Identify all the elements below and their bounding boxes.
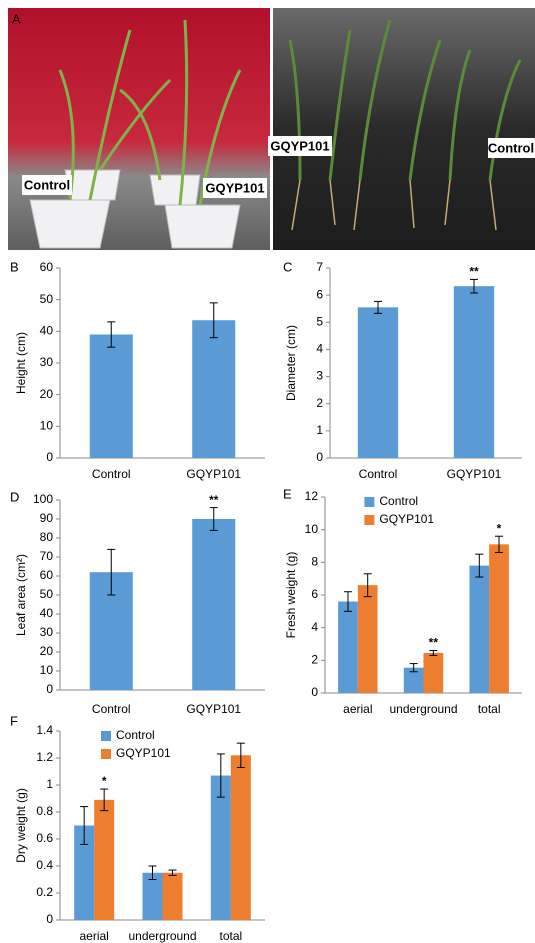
y-tick-label: 90 bbox=[40, 511, 54, 525]
y-axis-label: Diameter (cm) bbox=[284, 325, 298, 401]
y-tick-label: 2 bbox=[311, 653, 318, 667]
photo-right bbox=[273, 8, 535, 250]
significance: ** bbox=[469, 265, 479, 279]
y-tick-label: 8 bbox=[311, 555, 318, 569]
legend-swatch bbox=[364, 497, 374, 507]
y-axis-label: Dry weight (g) bbox=[14, 788, 28, 863]
panel-letter: F bbox=[10, 713, 18, 728]
bar bbox=[469, 566, 489, 693]
y-tick-label: 1 bbox=[316, 423, 323, 437]
legend-label: Control bbox=[116, 728, 155, 742]
panel-letter: E bbox=[283, 486, 292, 501]
y-tick-label: 0.8 bbox=[36, 804, 53, 818]
y-tick-label: 12 bbox=[305, 489, 319, 503]
y-tick-label: 0 bbox=[46, 912, 53, 926]
y-tick-label: 0.6 bbox=[36, 831, 53, 845]
y-tick-label: 6 bbox=[311, 587, 318, 601]
bar bbox=[231, 755, 251, 920]
panel-letter: C bbox=[283, 259, 292, 274]
x-tick-label: total bbox=[478, 702, 501, 716]
significance: ** bbox=[429, 636, 439, 650]
legend-label: Control bbox=[379, 494, 418, 508]
x-tick-label: GQYP101 bbox=[447, 467, 502, 481]
photo-label: Control bbox=[488, 140, 534, 155]
legend-label: GQYP101 bbox=[379, 512, 434, 526]
y-tick-label: 0.2 bbox=[36, 885, 53, 899]
y-tick-label: 0 bbox=[46, 450, 53, 464]
legend-swatch bbox=[101, 749, 111, 759]
photo-left bbox=[8, 8, 270, 250]
y-tick-label: 30 bbox=[40, 355, 54, 369]
x-tick-label: Control bbox=[359, 467, 398, 481]
y-tick-label: 60 bbox=[40, 568, 54, 582]
legend-swatch bbox=[101, 731, 111, 741]
figure: A Control GQYP101 GQYP101 Control B Heigh… bbox=[0, 0, 535, 943]
y-tick-label: 0 bbox=[46, 682, 53, 696]
y-tick-label: 7 bbox=[316, 260, 323, 274]
bar bbox=[358, 307, 398, 458]
y-tick-label: 0 bbox=[316, 450, 323, 464]
photo-label: GQYP101 bbox=[205, 180, 264, 195]
significance: * bbox=[497, 521, 502, 535]
y-tick-label: 4 bbox=[316, 342, 323, 356]
y-tick-label: 2 bbox=[316, 396, 323, 410]
bar bbox=[192, 320, 235, 458]
panel-letter: D bbox=[10, 489, 19, 504]
x-tick-label: Control bbox=[92, 702, 131, 716]
y-tick-label: 4 bbox=[311, 620, 318, 634]
y-tick-label: 5 bbox=[316, 314, 323, 328]
significance: * bbox=[102, 774, 107, 788]
x-tick-label: GQYP101 bbox=[186, 702, 241, 716]
bar bbox=[163, 873, 183, 920]
panel-letter: A bbox=[12, 11, 21, 26]
y-tick-label: 20 bbox=[40, 387, 54, 401]
bar bbox=[94, 800, 114, 920]
bar bbox=[90, 335, 133, 459]
y-tick-label: 60 bbox=[40, 260, 54, 274]
panel-letter: B bbox=[10, 259, 19, 274]
x-tick-label: underground bbox=[128, 929, 196, 943]
y-axis-label: Leaf area (cm²) bbox=[14, 554, 28, 636]
y-tick-label: 3 bbox=[316, 369, 323, 383]
photo-label: Control bbox=[24, 177, 70, 192]
y-tick-label: 20 bbox=[40, 644, 54, 658]
x-tick-label: GQYP101 bbox=[186, 467, 241, 481]
y-tick-label: 6 bbox=[316, 287, 323, 301]
x-tick-label: Control bbox=[92, 467, 131, 481]
x-tick-label: aerial bbox=[79, 929, 108, 943]
x-tick-label: underground bbox=[389, 702, 457, 716]
y-tick-label: 10 bbox=[40, 419, 54, 433]
legend-label: GQYP101 bbox=[116, 746, 171, 760]
y-tick-label: 50 bbox=[40, 292, 54, 306]
page: A Control GQYP101 GQYP101 Control B Heigh… bbox=[0, 0, 535, 943]
y-tick-label: 30 bbox=[40, 625, 54, 639]
legend-swatch bbox=[364, 515, 374, 525]
significance: ** bbox=[209, 493, 219, 507]
photo-label: GQYP101 bbox=[270, 138, 329, 153]
y-tick-label: 0.4 bbox=[36, 858, 53, 872]
y-axis-label: Fresh weight (g) bbox=[284, 552, 298, 639]
y-tick-label: 50 bbox=[40, 587, 54, 601]
x-tick-label: total bbox=[219, 929, 242, 943]
bar bbox=[424, 653, 444, 693]
y-tick-label: 10 bbox=[305, 522, 319, 536]
bar bbox=[192, 519, 235, 690]
y-tick-label: 0 bbox=[311, 685, 318, 699]
y-tick-label: 40 bbox=[40, 324, 54, 338]
y-tick-label: 70 bbox=[40, 549, 54, 563]
y-tick-label: 1.4 bbox=[36, 723, 53, 737]
y-tick-label: 1.2 bbox=[36, 750, 53, 764]
bar bbox=[358, 585, 378, 693]
bar bbox=[454, 286, 494, 458]
y-tick-label: 10 bbox=[40, 663, 54, 677]
bar bbox=[338, 602, 358, 693]
y-tick-label: 1 bbox=[46, 777, 53, 791]
y-axis-label: Height (cm) bbox=[14, 332, 28, 394]
bar bbox=[489, 544, 509, 693]
y-tick-label: 100 bbox=[33, 492, 53, 506]
y-tick-label: 40 bbox=[40, 606, 54, 620]
x-tick-label: aerial bbox=[343, 702, 372, 716]
y-tick-label: 80 bbox=[40, 530, 54, 544]
